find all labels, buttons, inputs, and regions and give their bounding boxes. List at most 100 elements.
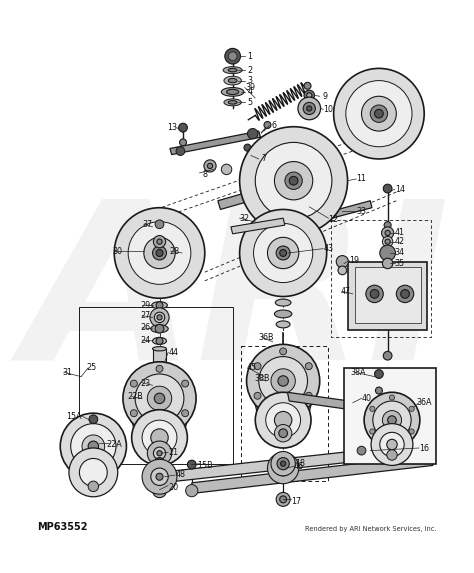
Circle shape xyxy=(156,302,163,309)
Text: 42: 42 xyxy=(395,237,405,246)
Circle shape xyxy=(247,128,258,139)
Text: 7: 7 xyxy=(262,155,266,163)
Ellipse shape xyxy=(276,321,290,328)
Circle shape xyxy=(385,230,390,236)
Text: 6: 6 xyxy=(272,121,277,131)
Ellipse shape xyxy=(228,79,237,83)
Circle shape xyxy=(123,362,196,435)
Circle shape xyxy=(144,237,175,269)
Text: 22A: 22A xyxy=(106,440,122,449)
Polygon shape xyxy=(218,166,342,210)
Circle shape xyxy=(307,93,312,98)
Circle shape xyxy=(389,440,394,445)
Circle shape xyxy=(383,184,392,193)
Circle shape xyxy=(153,246,166,260)
Text: 5: 5 xyxy=(247,98,253,107)
Circle shape xyxy=(153,484,166,497)
Text: 48: 48 xyxy=(175,470,185,480)
Text: 25: 25 xyxy=(86,363,97,372)
Text: 27: 27 xyxy=(140,311,151,320)
Text: 40: 40 xyxy=(362,394,372,403)
Circle shape xyxy=(303,103,315,115)
Text: 34: 34 xyxy=(395,249,405,257)
Circle shape xyxy=(157,450,162,456)
Circle shape xyxy=(276,492,290,507)
Circle shape xyxy=(240,127,347,235)
Text: 37: 37 xyxy=(142,220,152,229)
Text: 30: 30 xyxy=(113,247,123,256)
Circle shape xyxy=(370,105,388,123)
Text: Rendered by ARI Network Services, Inc.: Rendered by ARI Network Services, Inc. xyxy=(305,525,437,532)
Circle shape xyxy=(89,415,98,423)
Ellipse shape xyxy=(153,372,166,377)
Polygon shape xyxy=(67,446,119,472)
Ellipse shape xyxy=(221,88,244,96)
Text: 36B: 36B xyxy=(258,333,273,342)
Circle shape xyxy=(142,420,177,455)
Circle shape xyxy=(180,139,186,146)
Circle shape xyxy=(243,158,252,167)
Circle shape xyxy=(204,160,216,172)
Circle shape xyxy=(289,176,298,185)
Circle shape xyxy=(154,236,165,248)
Circle shape xyxy=(88,481,99,492)
Circle shape xyxy=(383,351,392,360)
Circle shape xyxy=(387,450,397,460)
Text: 35: 35 xyxy=(395,259,405,268)
Circle shape xyxy=(264,121,271,128)
Bar xyxy=(344,368,436,464)
Bar xyxy=(153,349,166,375)
Circle shape xyxy=(304,90,314,101)
Circle shape xyxy=(374,370,383,378)
Circle shape xyxy=(255,143,332,219)
Circle shape xyxy=(271,369,295,393)
Circle shape xyxy=(132,410,187,465)
Circle shape xyxy=(305,363,312,370)
Circle shape xyxy=(380,433,404,457)
Bar xyxy=(355,267,421,323)
Text: MP63552: MP63552 xyxy=(37,521,88,532)
Text: 13: 13 xyxy=(167,123,177,132)
Circle shape xyxy=(246,344,320,418)
Circle shape xyxy=(150,308,169,327)
Polygon shape xyxy=(127,398,192,438)
Circle shape xyxy=(267,237,299,269)
Circle shape xyxy=(298,97,320,120)
Text: 46: 46 xyxy=(294,462,304,471)
Circle shape xyxy=(147,441,172,465)
Circle shape xyxy=(280,407,287,414)
Text: 31: 31 xyxy=(62,368,72,377)
Polygon shape xyxy=(191,455,433,493)
Text: 3: 3 xyxy=(247,76,253,85)
Circle shape xyxy=(366,285,383,303)
Circle shape xyxy=(156,473,163,480)
Text: 18: 18 xyxy=(296,459,306,468)
Circle shape xyxy=(281,461,286,466)
Text: 43: 43 xyxy=(323,244,333,253)
Ellipse shape xyxy=(275,299,291,306)
Circle shape xyxy=(388,416,396,425)
Circle shape xyxy=(156,337,163,344)
Circle shape xyxy=(255,393,311,448)
Circle shape xyxy=(280,249,287,257)
Text: 32: 32 xyxy=(240,214,250,223)
Circle shape xyxy=(389,395,394,400)
Circle shape xyxy=(266,403,301,438)
Text: 22B: 22B xyxy=(127,392,143,401)
Circle shape xyxy=(186,485,198,497)
Circle shape xyxy=(280,496,287,503)
Circle shape xyxy=(82,435,105,458)
Ellipse shape xyxy=(223,66,242,73)
Circle shape xyxy=(370,406,375,411)
Circle shape xyxy=(274,411,292,429)
Polygon shape xyxy=(283,201,372,230)
Circle shape xyxy=(179,123,187,132)
Text: 33: 33 xyxy=(356,207,366,215)
Circle shape xyxy=(130,410,137,417)
Circle shape xyxy=(380,245,395,261)
Circle shape xyxy=(382,227,394,239)
Polygon shape xyxy=(160,445,416,483)
Polygon shape xyxy=(231,218,285,234)
Text: 38B: 38B xyxy=(255,374,270,383)
Circle shape xyxy=(154,458,165,468)
